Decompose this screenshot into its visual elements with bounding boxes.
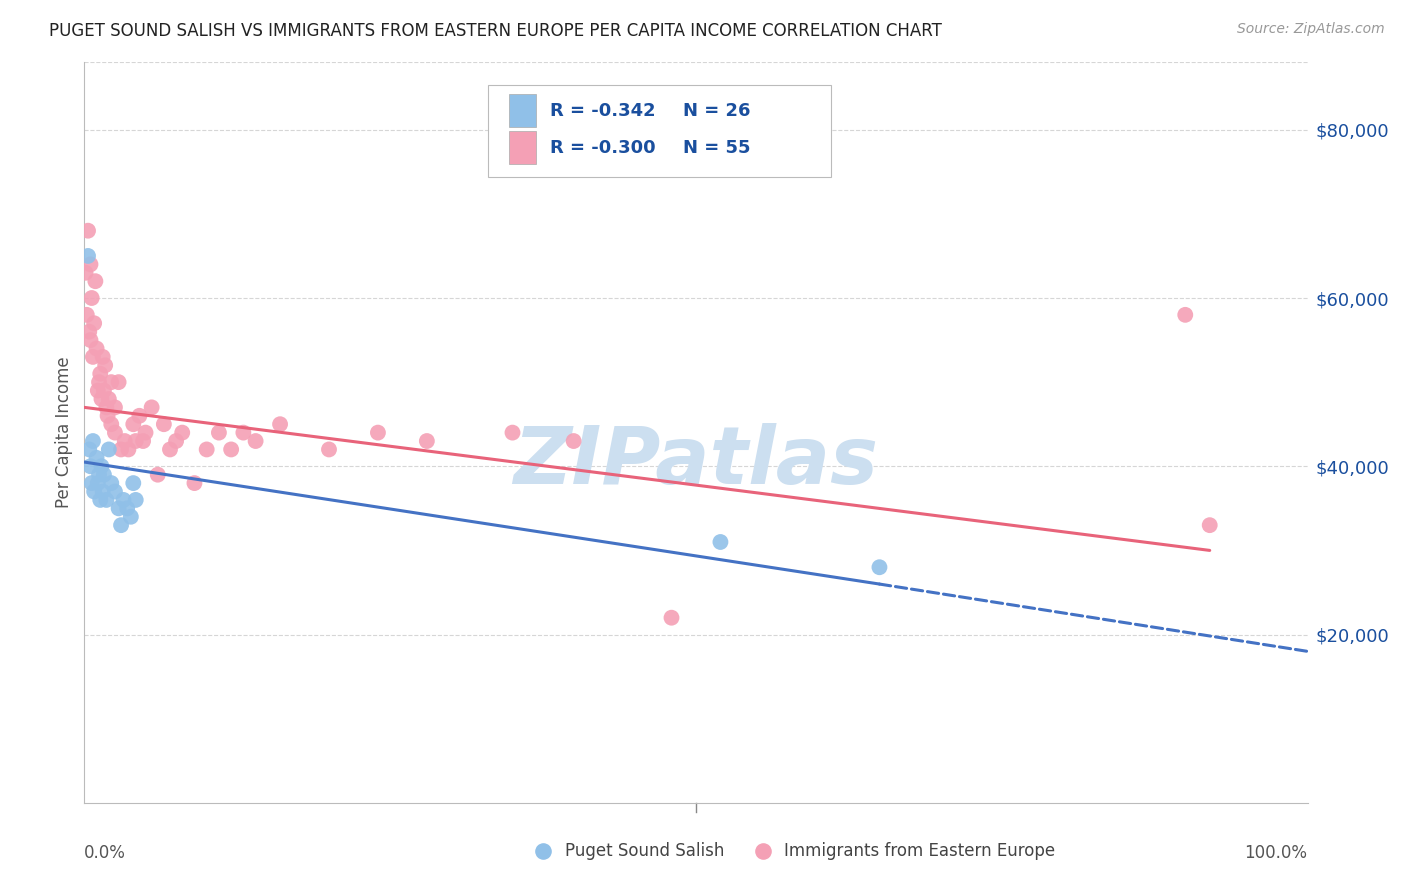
Point [562,434,585,448]
Point [87,476,110,491]
Text: ZIPatlas: ZIPatlas [513,423,879,501]
Text: PUGET SOUND SALISH VS IMMIGRANTS FROM EASTERN EUROPE PER CAPITA INCOME CORRELATI: PUGET SOUND SALISH VS IMMIGRANTS FROM EA… [49,22,942,40]
Point [132,434,155,448]
Point [115,501,138,516]
Point [869,560,891,574]
Point [107,501,129,516]
Point [77,442,100,457]
Point [183,476,205,491]
Point [91,484,114,499]
Point [79,333,101,347]
Point [165,434,187,448]
Text: 0.0%: 0.0% [84,844,127,862]
Text: Immigrants from Eastern Europe: Immigrants from Eastern Europe [785,842,1054,860]
Text: N = 26: N = 26 [682,102,749,120]
Bar [509,95,536,127]
Point [93,467,115,482]
Point [269,417,291,432]
Point [232,425,254,440]
Point [502,425,524,440]
Point [208,425,231,440]
Point [90,459,112,474]
Point [146,467,169,482]
Point [91,350,114,364]
Point [219,442,242,457]
Point [110,442,132,457]
Point [89,367,111,381]
Text: N = 55: N = 55 [682,138,749,157]
Point [90,392,112,406]
Point [100,476,122,491]
Text: Source: ZipAtlas.com: Source: ZipAtlas.com [1237,22,1385,37]
Point [104,401,127,415]
Point [79,459,101,474]
Point [87,467,110,482]
Point [75,266,97,280]
Point [531,796,554,810]
Point [122,476,145,491]
Point [159,442,181,457]
Point [1198,518,1220,533]
Point [96,401,118,415]
Point [112,492,135,507]
Point [82,350,104,364]
Text: R = -0.342: R = -0.342 [550,102,657,120]
FancyBboxPatch shape [488,85,831,178]
Point [94,359,117,373]
Point [100,375,122,389]
Point [110,518,132,533]
Point [661,610,683,624]
Point [97,392,120,406]
Point [76,308,98,322]
Point [135,425,157,440]
Point [86,450,108,465]
Point [97,442,120,457]
Point [172,425,194,440]
Point [100,417,122,432]
Text: 100.0%: 100.0% [1244,844,1308,862]
Point [153,417,176,432]
Point [114,434,136,448]
Point [87,375,110,389]
Point [117,442,139,457]
Point [97,409,120,423]
Point [77,325,100,339]
Point [125,492,148,507]
Point [80,476,103,491]
Point [107,375,129,389]
Point [84,274,107,288]
Point [79,257,101,271]
Point [318,442,340,457]
Point [416,434,439,448]
Point [128,409,150,423]
Text: R = -0.300: R = -0.300 [550,138,657,157]
Point [96,492,118,507]
Point [89,492,111,507]
Point [1174,308,1197,322]
Point [752,796,775,810]
Point [77,249,100,263]
Point [82,434,104,448]
Y-axis label: Per Capita Income: Per Capita Income [55,357,73,508]
Point [195,442,218,457]
Point [87,384,110,398]
Point [367,425,389,440]
Point [104,484,127,499]
Point [104,425,127,440]
Point [245,434,267,448]
Point [120,509,142,524]
Point [125,434,148,448]
Point [122,417,145,432]
Point [141,401,163,415]
Point [83,316,105,330]
Point [77,224,100,238]
Point [709,535,731,549]
Bar [509,131,536,164]
Point [83,484,105,499]
Text: Puget Sound Salish: Puget Sound Salish [565,842,724,860]
Point [80,291,103,305]
Point [93,384,115,398]
Point [86,342,108,356]
